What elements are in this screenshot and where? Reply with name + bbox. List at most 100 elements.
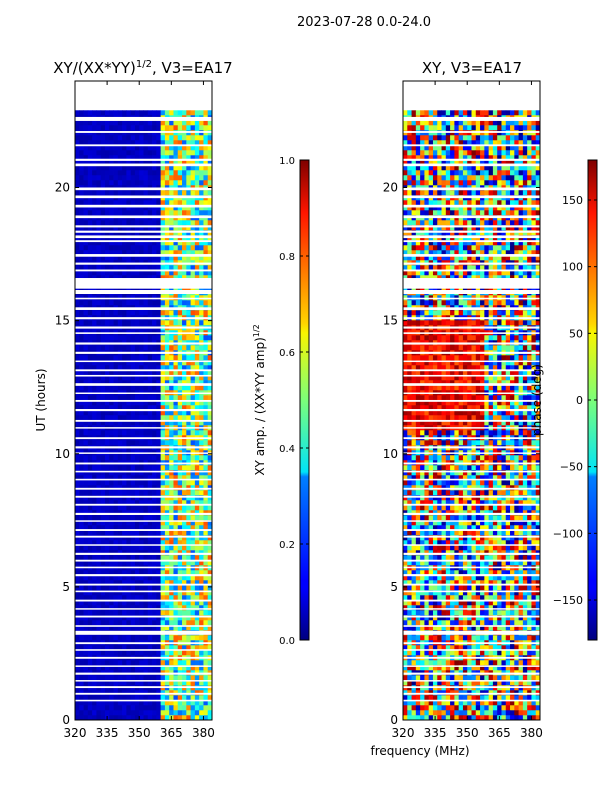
heatmap-cell — [186, 170, 191, 176]
heatmap-cell — [186, 190, 191, 196]
heatmap-cell — [203, 170, 209, 176]
heatmap-cell — [96, 205, 102, 211]
heatmap-cell — [194, 635, 200, 641]
heatmap-cell — [169, 570, 174, 576]
heatmap-cell — [186, 505, 191, 511]
heatmap-cell — [458, 200, 464, 206]
heatmap-cell — [492, 170, 498, 176]
heatmap-cell — [130, 500, 136, 506]
heatmap-cell — [139, 140, 144, 146]
heatmap-cell — [182, 130, 187, 136]
heatmap-cell — [190, 665, 196, 671]
data-gap — [75, 615, 212, 618]
heatmap-cell — [169, 300, 174, 306]
heatmap-cell — [126, 470, 132, 476]
heatmap-cell — [156, 610, 162, 616]
heatmap-cell — [190, 265, 196, 271]
heatmap-cell — [104, 580, 110, 586]
heatmap-cell — [100, 430, 106, 436]
heatmap-cell — [147, 455, 153, 461]
heatmap-cell — [100, 275, 106, 281]
heatmap-cell — [143, 580, 149, 586]
heatmap-cell — [432, 170, 438, 176]
heatmap-cell — [415, 190, 421, 196]
heatmap-cell — [143, 555, 149, 561]
heatmap-cell — [117, 610, 123, 616]
heatmap-cell — [501, 250, 507, 256]
heatmap-cell — [182, 545, 187, 551]
heatmap-cell — [139, 525, 144, 531]
heatmap-cell — [117, 535, 123, 541]
heatmap-cell — [199, 155, 204, 161]
heatmap-cell — [134, 495, 140, 501]
heatmap-cell — [87, 370, 93, 376]
heatmap-cell — [207, 150, 212, 156]
heatmap-cell — [186, 265, 191, 271]
heatmap-cell — [104, 135, 110, 141]
heatmap-cell — [177, 395, 183, 401]
heatmap-cell — [139, 265, 144, 271]
heatmap-cell — [100, 470, 106, 476]
heatmap-cell — [122, 130, 127, 136]
heatmap-cell — [134, 190, 140, 196]
heatmap-cell — [113, 525, 119, 531]
heatmap-cell — [143, 200, 149, 206]
heatmap-cell — [190, 365, 196, 371]
heatmap-cell — [83, 635, 89, 641]
heatmap-cell — [75, 555, 80, 561]
heatmap-cell — [100, 605, 106, 611]
heatmap-cell — [75, 145, 80, 151]
heatmap-cell — [104, 165, 110, 171]
heatmap-cell — [100, 180, 106, 186]
heatmap-cell — [462, 135, 468, 141]
heatmap-cell — [100, 695, 106, 701]
heatmap-cell — [467, 240, 472, 246]
heatmap-cell — [415, 150, 421, 156]
heatmap-cell — [467, 125, 472, 131]
heatmap-cell — [152, 595, 157, 601]
heatmap-cell — [207, 145, 212, 151]
heatmap-cell — [113, 465, 119, 471]
heatmap-cell — [79, 160, 84, 166]
heatmap-cell — [83, 715, 89, 720]
heatmap-cell — [79, 245, 84, 251]
heatmap-cell — [505, 160, 511, 166]
heatmap-cell — [113, 420, 119, 426]
heatmap-cell — [475, 125, 481, 131]
heatmap-cell — [207, 255, 212, 261]
heatmap-cell — [139, 560, 144, 566]
heatmap-cell — [96, 675, 102, 681]
heatmap-cell — [492, 155, 498, 161]
heatmap-cell — [139, 580, 144, 586]
heatmap-cell — [156, 385, 162, 391]
heatmap-cell — [122, 145, 127, 151]
heatmap-cell — [164, 505, 170, 511]
heatmap-cell — [113, 385, 119, 391]
heatmap-cell — [415, 120, 421, 126]
heatmap-cell — [177, 210, 183, 216]
heatmap-cell — [420, 255, 425, 261]
heatmap-cell — [207, 225, 212, 231]
heatmap-cell — [122, 490, 127, 496]
heatmap-cell — [100, 200, 106, 206]
heatmap-cell — [437, 255, 442, 261]
heatmap-cell — [75, 310, 80, 316]
heatmap-cell — [79, 610, 84, 616]
heatmap-cell — [109, 250, 114, 256]
heatmap-cell — [480, 225, 485, 231]
heatmap-cell — [190, 625, 196, 631]
heatmap-cell — [164, 620, 170, 626]
heatmap-cell — [207, 480, 212, 486]
heatmap-cell — [164, 650, 170, 656]
heatmap-cell — [488, 220, 494, 226]
heatmap-cell — [87, 525, 93, 531]
heatmap-cell — [407, 130, 412, 136]
heatmap-cell — [139, 545, 144, 551]
heatmap-cell — [194, 265, 200, 271]
heatmap-cell — [160, 470, 166, 476]
heatmap-cell — [471, 220, 477, 226]
heatmap-cell — [130, 190, 136, 196]
heatmap-cell — [156, 395, 162, 401]
heatmap-cell — [113, 455, 119, 461]
heatmap-cell — [173, 420, 179, 426]
